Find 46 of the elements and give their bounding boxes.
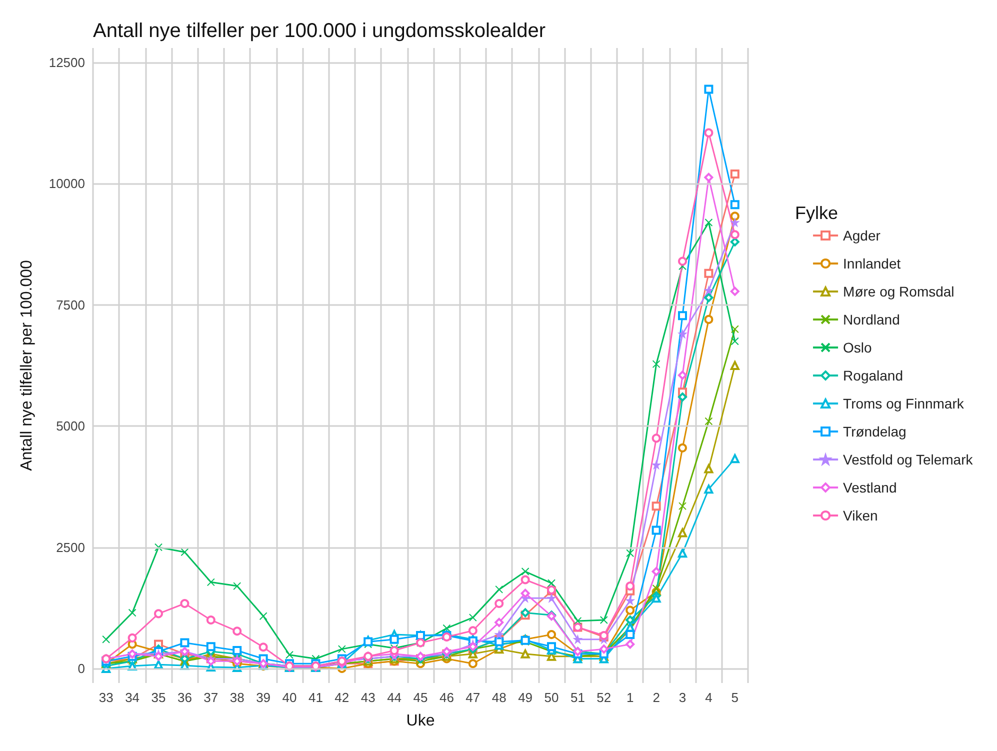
- y-tick-label: 5000: [56, 418, 85, 434]
- legend-label: Møre og Romsdal: [843, 284, 954, 300]
- y-tick-label: 7500: [56, 297, 85, 312]
- y-tick-label: 2500: [56, 540, 85, 555]
- x-tick-label: 33: [98, 690, 114, 705]
- legend-label: Innlandet: [843, 256, 901, 272]
- y-tick-label: 10000: [48, 176, 85, 192]
- x-tick-label: 48: [492, 690, 506, 705]
- chart-title: Antall nye tilfeller per 100.000 i ungdomsskolealder: [93, 20, 546, 42]
- legend-label: Rogaland: [843, 368, 903, 384]
- legend-label: Vestland: [843, 480, 897, 496]
- x-tick-label: 44: [387, 690, 402, 705]
- x-tick-label: 50: [544, 690, 559, 705]
- x-tick-label: 34: [125, 690, 140, 705]
- x-tick-label: 42: [334, 690, 350, 705]
- legend-label: Nordland: [843, 312, 900, 328]
- x-tick-label: 38: [230, 690, 244, 705]
- x-tick-label: 40: [282, 690, 297, 705]
- x-tick-label: 35: [151, 690, 166, 705]
- x-tick-label: 49: [518, 690, 533, 705]
- x-tick-label: 46: [439, 690, 454, 705]
- x-tick-label: 47: [466, 690, 480, 705]
- x-tick-label: 51: [570, 690, 585, 705]
- x-tick-label: 5: [731, 690, 739, 705]
- x-tick-label: 52: [596, 690, 612, 705]
- legend-title: Fylke: [794, 203, 838, 223]
- legend-label: Vestfold og Telemark: [843, 452, 974, 468]
- legend-label: Trøndelag: [843, 424, 906, 440]
- legend-label: Viken: [843, 508, 878, 524]
- x-tick-label: 1: [626, 690, 634, 705]
- x-tick-label: 36: [177, 690, 192, 705]
- x-tick-label: 37: [204, 690, 218, 705]
- legend-label: Troms og Finnmark: [843, 396, 965, 412]
- legend-label: Oslo: [843, 340, 872, 356]
- x-tick-label: 39: [256, 690, 271, 705]
- x-tick-label: 45: [413, 690, 428, 705]
- x-tick-label: 3: [678, 690, 686, 705]
- x-tick-label: 4: [705, 690, 712, 705]
- y-axis-title: Antall nye tilfeller per 100.000: [18, 260, 36, 471]
- y-tick-label: 12500: [48, 55, 85, 70]
- x-axis-title: Uke: [406, 712, 435, 730]
- y-tick-label: 0: [78, 660, 85, 676]
- x-tick-label: 41: [308, 690, 323, 705]
- x-tick-label: 43: [360, 690, 376, 705]
- x-tick-label: 2: [652, 690, 660, 705]
- legend-label: Agder: [843, 228, 881, 244]
